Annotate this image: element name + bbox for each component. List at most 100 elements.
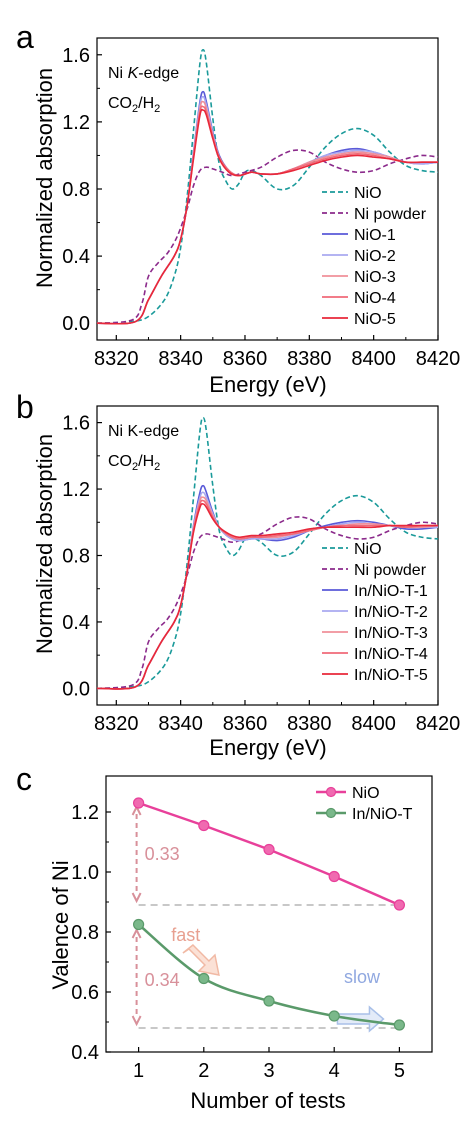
panel-label-a: a [16, 19, 34, 55]
series-line-Ni powder [96, 516, 439, 690]
legend-a: NiO Ni powder NiO-1 NiO-2 NiO-3 NiO-4 NiO-5 [322, 185, 427, 328]
legend-label: NiO [352, 785, 380, 802]
panel-c: c Valence of Ni Number of tests 1 2 3 4 5 0.… [16, 761, 433, 1113]
data-point [263, 995, 275, 1007]
legend-label: In/NiO-T-5 [354, 667, 428, 684]
annotation-0.34: 0.34 [145, 970, 180, 990]
y-tick-label: 1.2 [62, 112, 90, 134]
data-point [198, 819, 210, 832]
x-ticks-b: 8320 8340 8360 8380 8400 8420 [94, 700, 460, 735]
legend-label: In/NiO-T-2 [354, 604, 428, 621]
y-ticks-b: 0.0 0.4 0.8 1.2 1.6 [62, 413, 102, 700]
x-ticks-c: 1 2 3 4 5 [133, 1047, 405, 1082]
data-point [328, 1010, 340, 1022]
y-tick-label: 1.2 [71, 802, 99, 824]
x-tick-label: 3 [263, 1060, 274, 1082]
x-tick-label: 5 [394, 1060, 405, 1082]
annotation-gas-a: CO2/H2 [108, 95, 160, 115]
annotation-edge-a: Ni K-edge [108, 65, 179, 82]
x-axis-label-b: Energy (eV) [209, 735, 326, 760]
panel-label-b: b [16, 389, 34, 425]
legend-marker [325, 807, 337, 819]
y-tick-label: 1.0 [71, 862, 99, 884]
series-b [96, 416, 439, 690]
annotation-gas-b: CO2/H2 [108, 453, 160, 473]
y-tick-label: 0.8 [71, 922, 99, 944]
legend-marker [325, 786, 337, 798]
y-axis-label-c: Valence of Ni [48, 860, 73, 989]
series-line-Ni powder [96, 149, 439, 325]
series-line-In/NiO-T-5 [96, 503, 438, 690]
annotation-0.33: 0.33 [145, 844, 180, 864]
x-tick-label: 8340 [158, 713, 203, 735]
legend-label: In/NiO-T [352, 806, 413, 823]
legend-label: NiO [354, 541, 382, 558]
x-tick-label: 4 [329, 1060, 340, 1082]
series-c [133, 797, 405, 1031]
x-tick-label: 8400 [351, 713, 396, 735]
y-tick-label: 0.4 [62, 612, 90, 634]
data-point [328, 870, 340, 883]
y-tick-label: 0.4 [62, 246, 90, 268]
y-tick-label: 1.6 [62, 45, 90, 67]
x-axis-label-a: Energy (eV) [209, 372, 326, 397]
y-ticks-a: 0.0 0.4 0.8 1.2 1.6 [62, 45, 102, 335]
legend-label: NiO-1 [354, 227, 396, 244]
x-tick-label: 8420 [416, 348, 461, 370]
x-tick-label: 8340 [158, 348, 203, 370]
annotation-fast: fast [171, 925, 200, 945]
x-tick-label: 2 [198, 1060, 209, 1082]
x-tick-label: 8400 [351, 348, 396, 370]
x-tick-label: 8320 [94, 713, 139, 735]
y-tick-label: 1.2 [62, 479, 90, 501]
series-line-NiO-5 [96, 108, 438, 325]
legend-label: In/NiO-T-3 [354, 625, 428, 642]
x-axis-label-c: Number of tests [190, 1088, 345, 1113]
data-point [393, 899, 405, 911]
annotations-c: 0.33 0.34 fast slow [131, 804, 400, 1033]
x-tick-label: 8360 [223, 713, 268, 735]
y-tick-label: 0.0 [62, 313, 90, 335]
panel-b: b Normalized absorption Energy (eV) 8320… [16, 389, 460, 760]
legend-c: NiO In/NiO-T [316, 785, 413, 823]
fast-arrow [182, 943, 220, 976]
legend-label: Ni powder [354, 562, 427, 579]
panel-label-c: c [16, 761, 32, 797]
x-tick-label: 8360 [223, 348, 268, 370]
legend-label: In/NiO-T-1 [354, 583, 428, 600]
series-line-NiO [96, 48, 439, 325]
x-tick-label: 8320 [94, 348, 139, 370]
legend-label: NiO-5 [354, 311, 396, 328]
series-line-NiO [96, 416, 439, 690]
y-tick-label: 0.8 [62, 546, 90, 568]
x-tick-label: 8380 [287, 713, 332, 735]
y-axis-label-a: Normalized absorption [32, 68, 57, 288]
data-point [133, 918, 145, 931]
legend-label: NiO-3 [354, 269, 396, 286]
data-point [393, 1019, 405, 1031]
x-tick-label: 1 [133, 1060, 144, 1082]
panel-a: a Normalized absorption Energy (eV) 8320… [16, 19, 460, 397]
arrow-head-down [131, 892, 142, 904]
legend-label: NiO [354, 185, 382, 202]
arrow-head-down [131, 1015, 142, 1027]
legend-b: NiO Ni powder In/NiO-T-1 In/NiO-T-2 In/NiO-T… [322, 541, 428, 684]
legend-label: NiO-4 [354, 290, 396, 307]
data-point [263, 843, 275, 856]
x-ticks-a: 8320 8340 8360 8380 8400 8420 [94, 335, 460, 370]
legend-label: NiO-2 [354, 248, 396, 265]
y-axis-label-b: Normalized absorption [32, 434, 57, 654]
arrow-head-up [131, 927, 142, 939]
y-tick-label: 0.4 [71, 1042, 99, 1064]
annotation-slow: slow [344, 967, 381, 987]
data-point [133, 797, 145, 809]
y-tick-label: 0.0 [62, 678, 90, 700]
x-tick-label: 8380 [287, 348, 332, 370]
y-tick-label: 0.8 [62, 179, 90, 201]
data-point [198, 972, 210, 985]
annotation-edge-b: Ni K-edge [108, 423, 179, 440]
x-tick-label: 8420 [416, 713, 461, 735]
legend-label: In/NiO-T-4 [354, 646, 428, 663]
y-ticks-c: 0.4 0.6 0.8 1.0 1.2 [71, 802, 111, 1064]
